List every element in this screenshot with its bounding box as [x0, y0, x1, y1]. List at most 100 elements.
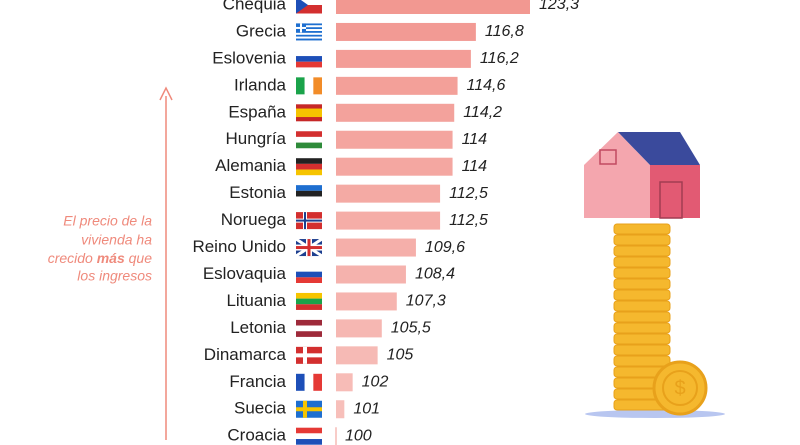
value-label: 107,3	[406, 293, 446, 310]
svg-text:$: $	[674, 377, 685, 399]
flag-part	[296, 38, 322, 41]
flag-part	[296, 163, 322, 170]
flag	[296, 185, 322, 203]
flag-part	[296, 31, 322, 33]
flag-part	[296, 169, 322, 176]
bar	[336, 319, 382, 338]
coin	[613, 234, 671, 246]
flag	[296, 0, 322, 14]
flag-part	[296, 271, 322, 278]
bar	[336, 400, 345, 419]
value-label: 108,4	[415, 266, 455, 283]
flag-part	[296, 29, 322, 32]
value-label: 102	[362, 374, 389, 391]
flag-part	[296, 26, 306, 29]
annotation-emphasis: más	[97, 250, 125, 266]
value-label: 116,8	[485, 23, 524, 40]
flag-part	[296, 292, 322, 299]
flag-part	[296, 331, 322, 337]
bar	[336, 184, 441, 203]
value-label: 114,2	[463, 104, 502, 121]
flag-part	[296, 304, 322, 310]
value-label: 100	[345, 427, 372, 444]
category-label: Noruega	[221, 210, 287, 229]
bar	[336, 76, 458, 95]
flag-part	[296, 77, 305, 95]
value-label: 114	[462, 131, 488, 148]
bar	[336, 157, 453, 176]
flag-part	[296, 56, 322, 62]
flag-part	[296, 277, 322, 283]
category-label: Alemania	[215, 156, 286, 175]
category-label: Lituania	[226, 291, 286, 310]
coin-stack	[613, 223, 671, 411]
flag-part	[296, 0, 322, 5]
value-label: 116,2	[480, 50, 519, 67]
bar	[336, 0, 530, 14]
annotation: El precio de la vivienda ha crecido más …	[48, 213, 153, 284]
bar	[336, 130, 453, 149]
flag-part	[296, 246, 322, 250]
annotation-text: los ingresos	[77, 268, 152, 284]
category-label: Letonia	[230, 318, 286, 337]
flag-part	[296, 34, 322, 37]
flag-part	[296, 427, 322, 434]
flag-part	[296, 185, 322, 191]
flag-part	[304, 77, 314, 95]
value-label: 105,5	[391, 320, 431, 337]
category-label: Croacia	[227, 426, 286, 445]
flag-part	[296, 136, 322, 143]
flag-part	[296, 25, 322, 28]
flag-part	[296, 131, 322, 137]
bar	[336, 346, 378, 365]
flag-part	[296, 266, 322, 272]
flag-part	[296, 196, 322, 203]
coin	[613, 300, 671, 312]
flag-part	[296, 158, 322, 164]
category-label: Francia	[229, 372, 286, 391]
category-label: Reino Unido	[192, 237, 286, 256]
flag	[296, 23, 322, 41]
flag-part	[304, 373, 314, 391]
flag	[296, 400, 322, 418]
coin	[613, 333, 671, 345]
category-label: Eslovenia	[212, 48, 286, 67]
value-label: 123,3	[539, 0, 579, 13]
bar	[336, 211, 441, 230]
value-label: 112,5	[449, 212, 488, 229]
flag-part	[296, 23, 322, 26]
value-label: 114,6	[467, 77, 506, 94]
bar	[336, 292, 397, 311]
annotation-text: crecido más que	[48, 250, 153, 266]
flag-part	[313, 373, 322, 391]
bar	[336, 265, 406, 284]
category-label: Grecia	[236, 21, 287, 40]
flag-part	[296, 298, 322, 305]
coin	[613, 245, 671, 257]
flag-part	[296, 219, 322, 222]
value-label: 109,6	[425, 239, 465, 256]
arrow	[159, 86, 173, 440]
coin	[613, 311, 671, 323]
flag-part	[296, 142, 322, 149]
category-label: Suecia	[234, 399, 287, 418]
category-label: España	[228, 102, 286, 121]
flag-part	[296, 439, 322, 445]
flag	[296, 158, 322, 176]
coin	[613, 344, 671, 356]
flag	[296, 77, 322, 95]
flag	[296, 292, 322, 310]
bar	[336, 238, 416, 257]
annotation-text: vivienda ha	[81, 232, 152, 248]
flag-part	[296, 36, 322, 39]
category-label: Eslovaquia	[203, 264, 287, 283]
flag-part	[296, 50, 322, 57]
flag	[296, 319, 322, 337]
annotation-text: El precio de la	[63, 213, 152, 229]
category-label: Hungría	[226, 129, 287, 148]
coin	[613, 256, 671, 268]
coin	[613, 355, 671, 367]
bar	[336, 103, 455, 122]
bar	[336, 22, 476, 41]
